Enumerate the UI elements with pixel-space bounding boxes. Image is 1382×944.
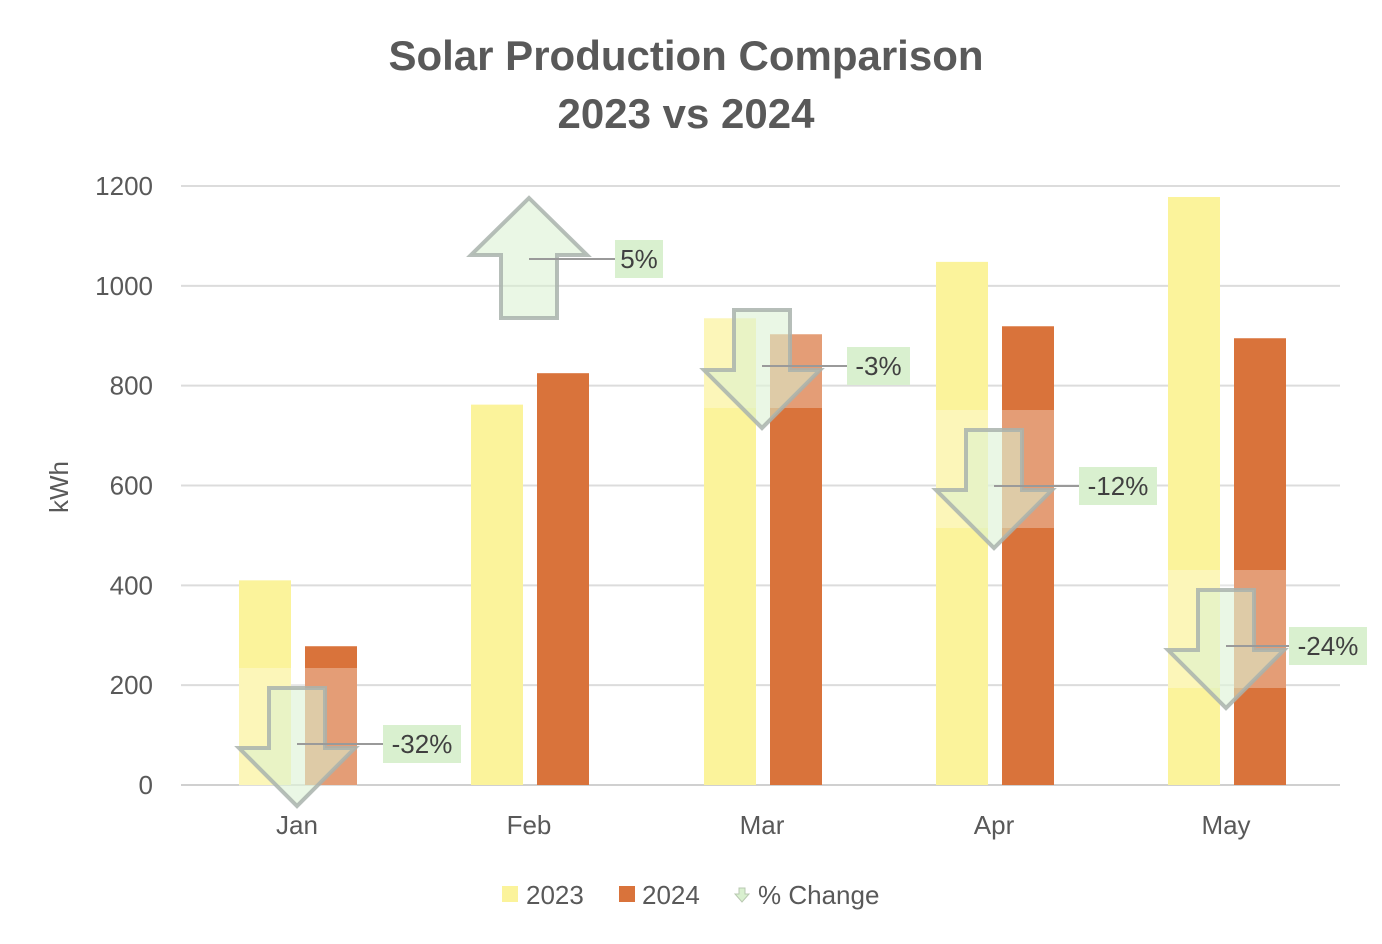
x-tick-label: Jan: [276, 810, 318, 840]
y-tick-label: 0: [139, 770, 153, 800]
percent-change-label-bg: [383, 725, 461, 763]
arrow-down-icon: [699, 308, 825, 431]
legend-swatch-2024: [619, 886, 635, 902]
x-tick-label: Feb: [507, 810, 552, 840]
arrow-down-icon: [931, 428, 1057, 551]
legend-swatch-2023: [502, 886, 518, 902]
x-tick-label: May: [1201, 810, 1250, 840]
y-tick-label: 1200: [95, 171, 153, 201]
bar-2024-Feb: [537, 373, 589, 785]
percent-change-label-bg: [847, 347, 910, 385]
percent-change-label: 5%: [620, 244, 658, 274]
y-tick-label: 600: [110, 471, 153, 501]
y-tick-label: 1000: [95, 271, 153, 301]
bar-2023-Feb: [471, 404, 523, 785]
bar-2024-Apr: [1002, 326, 1054, 785]
bar-2024-May: [1234, 338, 1286, 785]
legend-label-2023: 2023: [526, 880, 584, 910]
legend-label-percent-change: % Change: [758, 880, 879, 910]
legend: 2023 2024 % Change: [502, 880, 879, 910]
arrow-down-icon: [234, 686, 360, 809]
chart-title-line-2: 2023 vs 2024: [558, 90, 816, 137]
percent-change-label: -32%: [392, 729, 453, 759]
y-tick-label: 400: [110, 570, 153, 600]
arrow-down-icon: [1163, 588, 1289, 711]
y-tick-label: 800: [110, 371, 153, 401]
x-tick-label: Mar: [740, 810, 785, 840]
legend-label-2024: 2024: [642, 880, 700, 910]
percent-change-label-bg: [1289, 627, 1367, 665]
x-tick-label: Apr: [974, 810, 1015, 840]
chart-title-line-1: Solar Production Comparison: [388, 32, 983, 79]
y-axis-label: kWh: [44, 461, 74, 513]
percent-change-label-bg: [615, 240, 663, 278]
percent-change-label: -3%: [855, 351, 901, 381]
y-tick-label: 200: [110, 670, 153, 700]
percent-change-label: -24%: [1298, 631, 1359, 661]
percent-change-label: -12%: [1088, 471, 1149, 501]
percent-change-label-bg: [1079, 467, 1157, 505]
legend-arrow-icon: [733, 887, 751, 903]
